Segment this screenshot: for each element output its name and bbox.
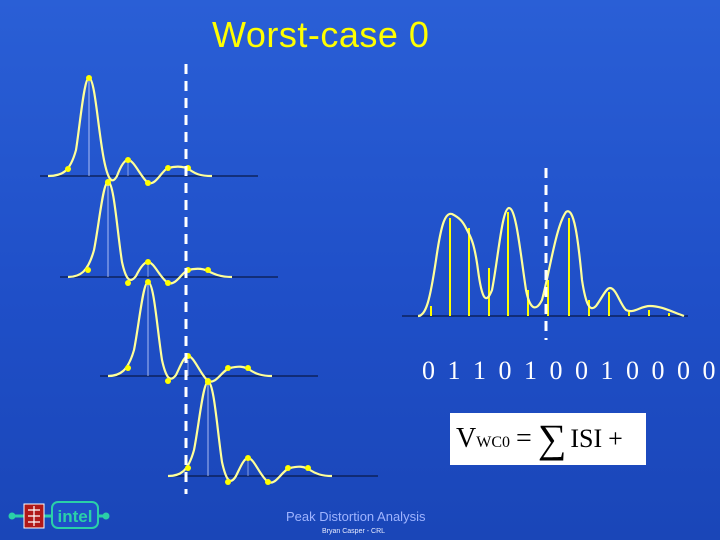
bit-sequence: 0 1 1 0 1 0 0 1 0 0 0 0 0 bbox=[422, 356, 720, 385]
pulse-response-3 bbox=[107, 279, 273, 384]
footer-author: Bryan Casper - CRL bbox=[322, 528, 386, 535]
formula-subscript: WC0 bbox=[476, 434, 511, 451]
pulse-response-4 bbox=[167, 379, 333, 485]
slide-title: Worst-case 0 bbox=[212, 14, 430, 55]
formula-equals: = bbox=[516, 423, 532, 454]
footer-title: Peak Distortion Analysis bbox=[286, 509, 426, 524]
formula-lhs: V bbox=[456, 423, 477, 454]
logo-text: intel bbox=[58, 507, 93, 526]
summed-waveform bbox=[417, 206, 685, 318]
formula-box: V WC0 = ∑ ISI + bbox=[450, 413, 646, 465]
intel-logo: intel bbox=[8, 501, 110, 529]
formula-term: ISI bbox=[570, 424, 603, 453]
formula-plus: + bbox=[608, 424, 623, 453]
pulse-response-1 bbox=[47, 75, 213, 186]
pulse-response-2 bbox=[67, 179, 233, 286]
sum-symbol: ∑ bbox=[537, 416, 567, 461]
